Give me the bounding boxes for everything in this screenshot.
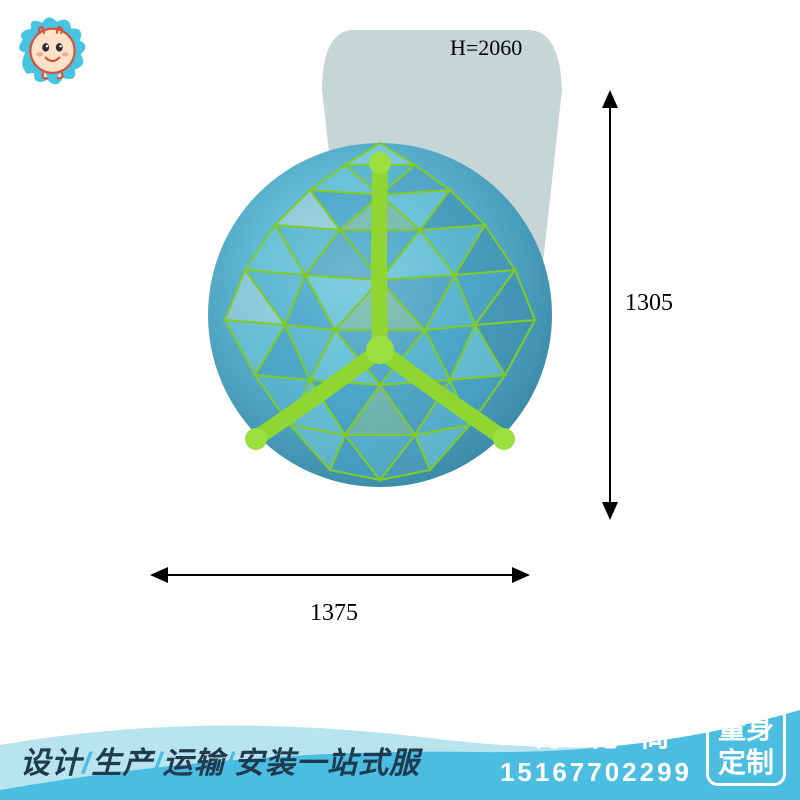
dimension-height-label: H=2060 <box>450 35 522 61</box>
dimension-vertical-arrow <box>590 90 630 520</box>
footer-services-text: 设计/生产/运输/安装一站式服 <box>20 738 420 782</box>
badge-line1: 量身 <box>718 712 774 746</box>
dimension-horizontal-value: 1375 <box>310 600 358 627</box>
footer-product-title: 万花筒 <box>500 711 692 755</box>
footer-contact: 万花筒 15167702299 <box>500 711 692 788</box>
geodesic-sphere <box>200 135 560 495</box>
badge-line2: 定制 <box>718 746 774 780</box>
dimension-horizontal-arrow <box>150 555 530 595</box>
footer-banner: 设计/生产/运输/安装一站式服 万花筒 15167702299 量身 定制 <box>0 690 800 800</box>
footer-phone-number: 15167702299 <box>500 757 692 788</box>
mascot-logo <box>10 10 95 95</box>
footer-custom-badge: 量身 定制 <box>706 706 786 786</box>
dimension-vertical-value: 1305 <box>625 290 673 317</box>
product-diagram <box>140 60 660 620</box>
